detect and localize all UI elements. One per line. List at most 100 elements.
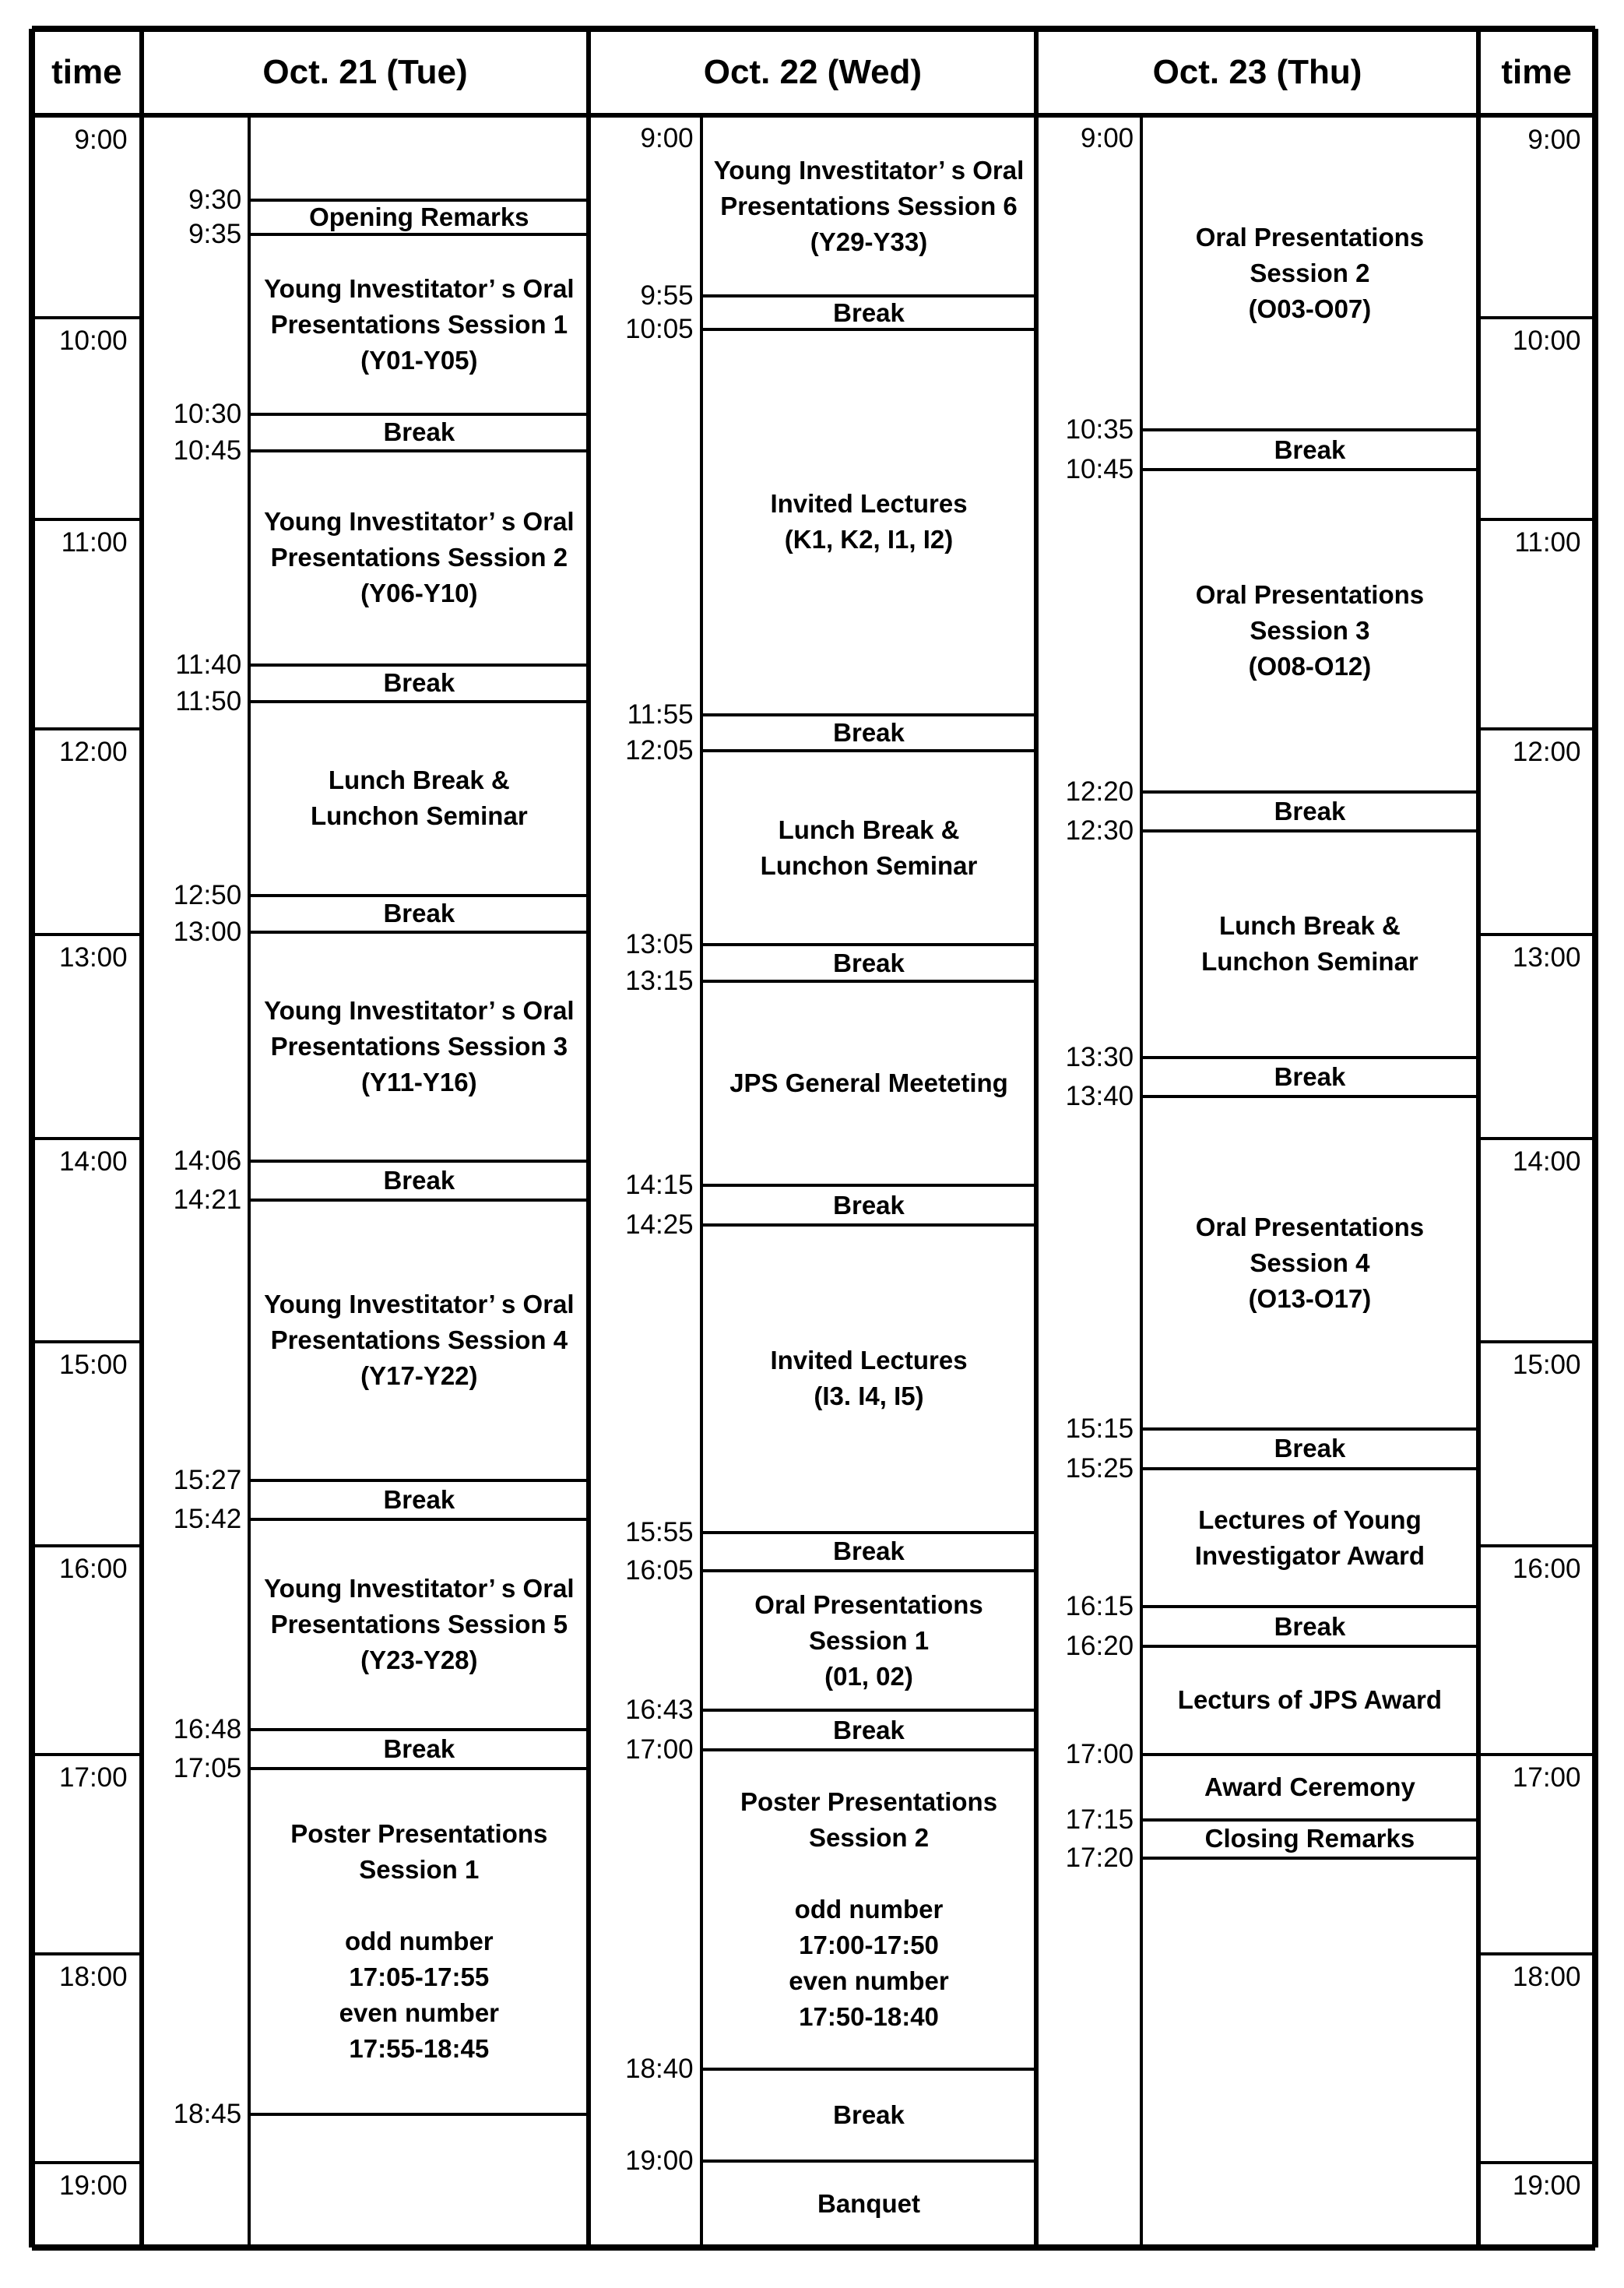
event-block: Young Investitator’ s Oral Presentations … <box>249 451 589 665</box>
event-text: Oral Presentations <box>1195 223 1425 252</box>
event-text: (O08-O12) <box>1248 651 1372 681</box>
divider <box>249 1199 589 1202</box>
time-label: 15:42 <box>173 1504 242 1535</box>
event-text: Presentations Session 5 <box>270 1609 568 1639</box>
event-block: Break <box>701 2069 1037 2161</box>
event-text: Lectures of Young <box>1198 1505 1422 1534</box>
event-text: Poster Presentations <box>290 1819 548 1849</box>
divider <box>1140 114 1144 2248</box>
divider <box>1141 790 1478 794</box>
divider <box>32 517 142 521</box>
divider <box>701 1184 1037 1188</box>
event-text: (Y11-Y16) <box>361 1067 477 1096</box>
event-text: Lunchon Seminar <box>1201 947 1418 977</box>
event-text: Break <box>1274 1611 1346 1641</box>
event-text: Break <box>833 1536 905 1566</box>
event-block: Break <box>1141 792 1478 832</box>
divider <box>1141 1856 1478 1860</box>
event-block: Break <box>249 896 589 932</box>
hour-label-right: 16:00 <box>1512 1553 1581 1584</box>
event-block: Break <box>701 1533 1037 1571</box>
event-block: Break <box>1141 1607 1478 1646</box>
divider <box>1478 727 1595 731</box>
event-block: Invited Lectures (K1, K2, I1, I2) <box>701 329 1037 714</box>
hour-label-right: 15:00 <box>1512 1349 1581 1380</box>
hour-label-right: 19:00 <box>1512 2170 1581 2201</box>
time-label: 18:45 <box>173 2099 242 2130</box>
time-label: 16:05 <box>625 1554 694 1586</box>
divider <box>1478 1339 1595 1343</box>
divider <box>249 663 589 667</box>
event-text: (I3. I4, I5) <box>814 1382 924 1411</box>
event-text: (Y01-Y05) <box>360 345 478 375</box>
divider <box>701 294 1037 298</box>
time-label: 9:30 <box>188 184 242 215</box>
event-text: Presentations Session 1 <box>270 309 568 339</box>
hour-label-left: 11:00 <box>61 526 128 558</box>
event-block: Young Investitator’ s Oral Presentations … <box>701 117 1037 296</box>
divider <box>249 1727 589 1731</box>
event-block: Break <box>701 945 1037 981</box>
event-text: Presentations Session 4 <box>270 1325 568 1354</box>
event-text: (K1, K2, I1, I2) <box>784 525 954 554</box>
divider <box>32 933 142 937</box>
event-text: Break <box>1274 435 1346 464</box>
divider <box>139 29 144 2248</box>
event-block: Break <box>701 1710 1037 1750</box>
event-block: Oral Presentations Session 1 (01, 02) <box>701 1571 1037 1711</box>
event-block: Lunch Break & Lunchon Seminar <box>1141 831 1478 1057</box>
event-block: Break <box>249 1161 589 1201</box>
event-block: Break <box>701 296 1037 329</box>
divider <box>1141 1605 1478 1609</box>
event-block <box>249 117 589 200</box>
event-text: Investigator Award <box>1194 1540 1425 1570</box>
hour-label-right: 17:00 <box>1512 1762 1581 1793</box>
divider <box>249 198 589 202</box>
time-label: 11:50 <box>175 685 242 716</box>
event-text: Young Investitator’ s Oral <box>264 507 575 537</box>
time-label: 17:20 <box>1065 1842 1134 1873</box>
time-label: 9:00 <box>1081 122 1134 153</box>
time-label: 11:55 <box>627 699 694 730</box>
event-text: Break <box>383 1484 455 1514</box>
divider <box>1478 2160 1595 2164</box>
time-label: 16:43 <box>625 1695 694 1726</box>
time-label: 9:55 <box>640 280 694 312</box>
event-text: Oral Presentations <box>754 1589 983 1619</box>
time-label: 14:21 <box>173 1184 242 1216</box>
event-block: Break <box>249 1480 589 1520</box>
event-text: Lunchon Seminar <box>310 801 528 831</box>
event-text: Break <box>833 297 905 327</box>
event-text: odd number <box>345 1927 494 1956</box>
time-label: 12:05 <box>625 735 694 766</box>
hour-label-right: 18:00 <box>1512 1962 1581 1993</box>
divider <box>32 26 1595 33</box>
time-label: 12:20 <box>1065 776 1134 807</box>
event-text: Break <box>833 948 905 977</box>
event-text: (O13-O17) <box>1248 1283 1372 1313</box>
divider <box>32 112 1595 118</box>
event-text: Poster Presentations <box>740 1787 998 1817</box>
event-block: Break <box>1141 1429 1478 1469</box>
divider <box>1141 1466 1478 1470</box>
time-label: 9:35 <box>188 219 242 250</box>
divider <box>1478 316 1595 320</box>
event-text: Presentations Session 2 <box>270 543 568 572</box>
event-text: Session 2 <box>1250 259 1370 288</box>
event-text: Award Ceremony <box>1204 1772 1415 1801</box>
divider <box>248 114 251 2248</box>
time-label: 13:30 <box>1065 1041 1134 1072</box>
hour-label-left: 17:00 <box>59 1762 128 1793</box>
event-text: Break <box>833 1190 905 1220</box>
day-header: Oct. 21 (Tue) <box>262 52 468 91</box>
time-label: 15:55 <box>625 1516 694 1547</box>
divider <box>249 233 589 237</box>
divider <box>701 2160 1037 2163</box>
hour-label-left: 16:00 <box>59 1553 128 1584</box>
event-text: Session 3 <box>1250 615 1370 645</box>
divider <box>1141 428 1478 432</box>
event-block: Young Investitator’ s Oral Presentations … <box>249 932 589 1161</box>
divider <box>249 699 589 703</box>
event-text: odd number <box>794 1895 944 1924</box>
event-block: Young Investitator’ s Oral Presentations … <box>249 1519 589 1730</box>
